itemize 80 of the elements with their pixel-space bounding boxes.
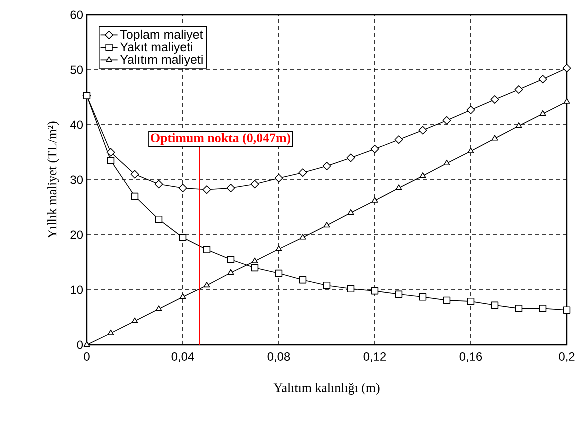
point xyxy=(420,172,426,178)
point xyxy=(180,294,186,300)
point xyxy=(468,148,474,154)
point xyxy=(324,222,330,228)
point xyxy=(538,75,548,84)
y-tick-label: 60 xyxy=(70,10,84,20)
point xyxy=(299,276,307,284)
y-tick-label: 30 xyxy=(70,176,84,184)
point xyxy=(396,184,402,190)
legend-label: Yalıtım maliyeti xyxy=(120,54,203,67)
y-axis-title: Yıllık maliyet (TL/m²) xyxy=(48,122,60,239)
point xyxy=(250,180,260,189)
x-axis-title: Yalıtım kalınlığı (m) xyxy=(274,383,380,396)
point xyxy=(394,136,404,144)
point xyxy=(107,157,115,164)
point xyxy=(442,116,452,125)
point xyxy=(154,180,164,189)
point xyxy=(418,126,428,135)
point xyxy=(516,122,522,128)
ref-line-label: Optimum nokta (0,047m) xyxy=(151,133,291,146)
point xyxy=(202,186,212,194)
point xyxy=(466,106,476,114)
point xyxy=(226,184,236,192)
point xyxy=(203,246,211,254)
y-tick-label: 0 xyxy=(77,340,84,350)
point xyxy=(204,282,210,288)
point xyxy=(228,269,234,275)
point xyxy=(348,209,354,215)
point xyxy=(563,306,571,314)
point xyxy=(300,234,306,240)
point xyxy=(156,306,162,312)
y-tick-label: 10 xyxy=(71,286,84,294)
point xyxy=(108,330,114,336)
point xyxy=(322,162,332,170)
point xyxy=(251,264,259,272)
point xyxy=(323,282,331,290)
point xyxy=(130,170,140,179)
point xyxy=(491,302,499,309)
x-tick-label: 0,08 xyxy=(268,352,290,362)
point xyxy=(346,154,356,162)
point xyxy=(132,318,138,324)
x-tick-label: 0,2 xyxy=(559,352,575,362)
point xyxy=(514,86,524,94)
point xyxy=(252,258,258,264)
x-tick-label: 0 xyxy=(84,352,90,361)
point xyxy=(419,294,427,301)
point xyxy=(298,168,308,178)
point xyxy=(83,92,91,100)
point xyxy=(179,234,187,242)
y-tick-label: 20 xyxy=(70,230,84,240)
point xyxy=(131,192,139,200)
point xyxy=(490,95,500,104)
point xyxy=(274,174,284,183)
legend-label: Yakıt maliyeti xyxy=(120,42,192,54)
point xyxy=(395,290,403,298)
legend-label: Toplam maliyet xyxy=(120,30,204,42)
point xyxy=(347,285,355,292)
point xyxy=(492,135,498,141)
x-tick-label: 0,04 xyxy=(172,352,194,362)
point xyxy=(370,144,380,154)
point xyxy=(539,305,547,312)
point xyxy=(467,298,475,306)
point xyxy=(371,288,379,295)
point xyxy=(540,110,546,116)
point xyxy=(178,184,188,192)
point xyxy=(564,98,570,104)
point xyxy=(275,270,283,278)
point xyxy=(515,305,523,312)
y-tick-label: 50 xyxy=(70,66,84,74)
point xyxy=(562,64,572,73)
point xyxy=(372,197,378,203)
point xyxy=(443,296,451,304)
point xyxy=(106,148,116,157)
x-tick-label: 0,16 xyxy=(460,352,482,362)
point xyxy=(444,160,450,166)
point xyxy=(276,246,282,252)
y-tick-label: 40 xyxy=(70,120,84,130)
x-tick-label: 0,12 xyxy=(364,352,386,362)
point xyxy=(227,256,235,264)
point xyxy=(155,216,163,224)
